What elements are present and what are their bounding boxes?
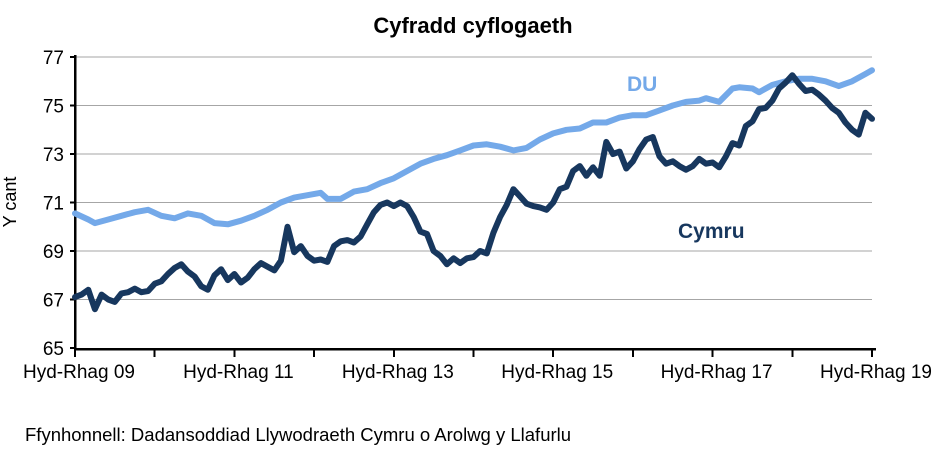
y-tick-label: 77 <box>43 48 64 69</box>
y-tick-label: 71 <box>43 194 64 215</box>
gridlines <box>75 56 872 301</box>
x-tick-label: Hyd-Rhag 17 <box>661 362 773 383</box>
y-tick-label: 65 <box>43 339 64 360</box>
x-tick-label: Hyd-Rhag 09 <box>23 362 135 383</box>
x-tick-label: Hyd-Rhag 19 <box>820 362 932 383</box>
y-tick-label: 67 <box>43 291 64 312</box>
series-lines <box>72 67 875 313</box>
du-series-label: DU <box>627 73 657 96</box>
chart-title: Cyfradd cyflogaeth <box>373 13 572 38</box>
cymru-line <box>72 72 875 313</box>
tick-labels: 65 67 69 71 73 75 77 Hyd-Rhag 09 Hyd-Rhag 11 Hyd-… <box>23 48 932 383</box>
x-tick-label: Hyd-Rhag 15 <box>501 362 613 383</box>
cymru-series-label: Cymru <box>678 220 745 243</box>
y-axis-title: Y cant <box>0 177 20 228</box>
y-tick-label: 69 <box>43 242 64 263</box>
du-line <box>72 67 875 228</box>
source-note: Ffynhonnell: Dadansoddiad Llywodraeth Cy… <box>25 424 571 445</box>
x-tick-label: Hyd-Rhag 11 <box>183 362 294 383</box>
y-tick-label: 73 <box>43 145 64 166</box>
y-tick-label: 75 <box>43 97 64 118</box>
axes <box>70 55 876 357</box>
x-tick-label: Hyd-Rhag 13 <box>342 362 454 383</box>
